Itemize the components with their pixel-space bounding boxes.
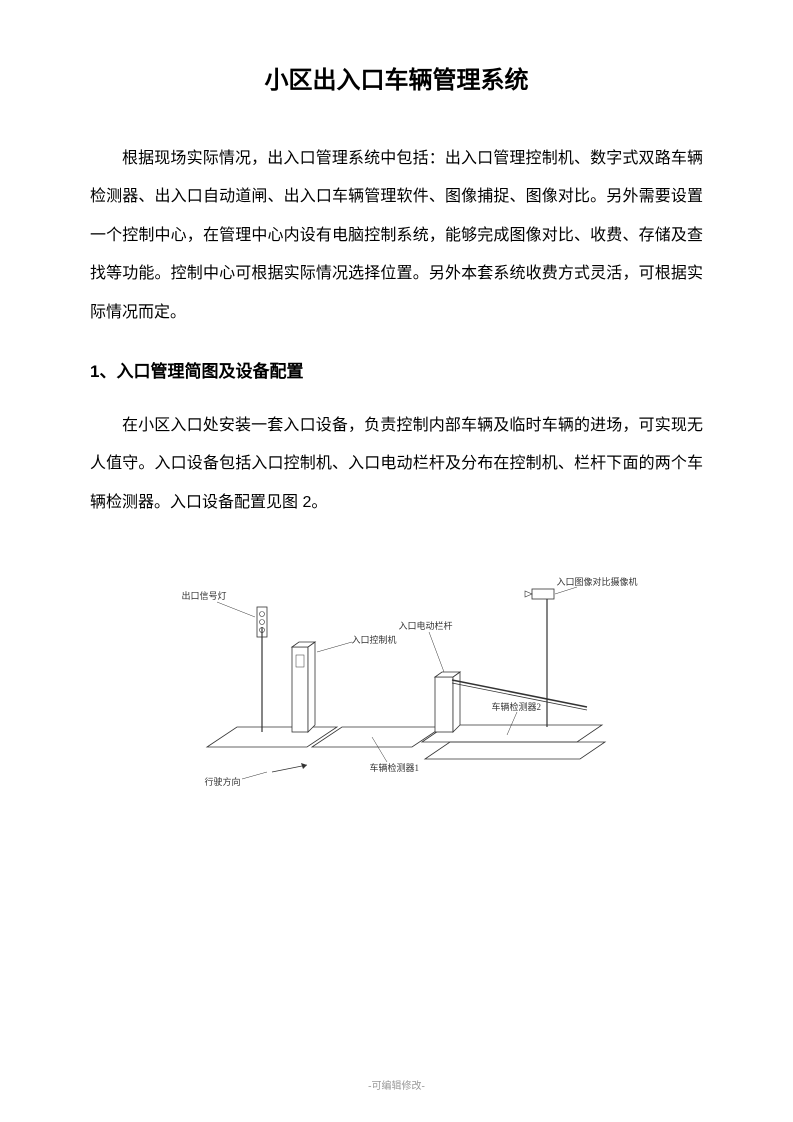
page-footer: -可编辑修改- — [0, 1077, 793, 1092]
label-controller: 入口控制机 — [352, 633, 397, 646]
page-title: 小区出入口车辆管理系统 — [90, 60, 703, 95]
label-detector1: 车辆检测器1 — [370, 761, 420, 774]
label-driving-direction: 行驶方向 — [205, 775, 241, 788]
label-traffic-light: 出口信号灯 — [182, 589, 227, 602]
entrance-diagram: 出口信号灯 入口控制机 入口电动栏杆 入口图像对比摄像机 车辆检测器1 车辆检测… — [177, 547, 617, 807]
label-detector2: 车辆检测器2 — [492, 700, 542, 713]
section-1-paragraph: 在小区入口处安装一套入口设备，负责控制内部车辆及临时车辆的进场，可实现无人值守。… — [90, 407, 703, 522]
intro-paragraph: 根据现场实际情况，出入口管理系统中包括：出入口管理控制机、数字式双路车辆检测器、… — [90, 140, 703, 332]
section-heading-1: 1、入口管理简图及设备配置 — [90, 357, 703, 382]
label-camera: 入口图像对比摄像机 — [557, 575, 638, 588]
label-barrier: 入口电动栏杆 — [399, 619, 453, 632]
diagram-container: 出口信号灯 入口控制机 入口电动栏杆 入口图像对比摄像机 车辆检测器1 车辆检测… — [90, 547, 703, 807]
